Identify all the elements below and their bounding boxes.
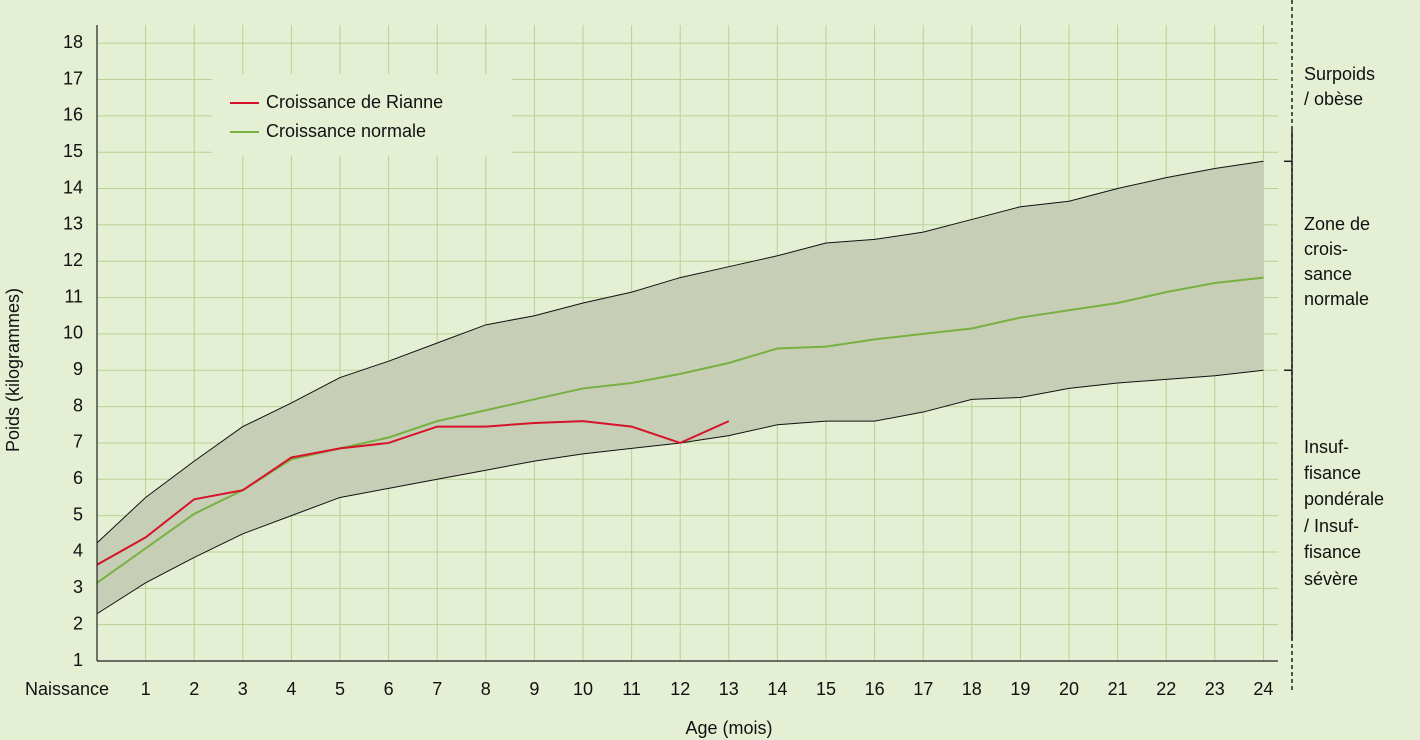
y-tick-label: 7 (73, 432, 83, 452)
x-tick-label: 5 (335, 679, 345, 699)
y-tick-label: 17 (63, 68, 83, 88)
y-tick-label: 10 (63, 323, 83, 343)
y-tick-label: 13 (63, 214, 83, 234)
x-tick-label: 3 (238, 679, 248, 699)
x-tick-label: 13 (719, 679, 739, 699)
legend-label: Croissance de Rianne (266, 92, 443, 112)
lines (96, 276, 1264, 584)
zone-label: Zone de (1304, 214, 1370, 234)
legend-box (212, 74, 512, 156)
y-tick-label: 6 (73, 468, 83, 488)
zone-label: sance (1304, 264, 1352, 284)
x-tick-label: 6 (384, 679, 394, 699)
y-tick-label: 3 (73, 577, 83, 597)
y-tick-label: 12 (63, 250, 83, 270)
x-tick-label: 20 (1059, 679, 1079, 699)
y-tick-label: 9 (73, 359, 83, 379)
zone-label: fisance (1304, 542, 1361, 562)
x-tick-label: 1 (141, 679, 151, 699)
x-tick-label: 22 (1156, 679, 1176, 699)
x-tick-label: 12 (670, 679, 690, 699)
zone-label: crois- (1304, 239, 1348, 259)
x-tick-label: 2 (189, 679, 199, 699)
y-tick-label: 11 (64, 286, 83, 306)
x-tick-label: 10 (573, 679, 593, 699)
y-tick-label: 2 (73, 613, 83, 633)
y-tick-label: 18 (63, 32, 83, 52)
zone-label: sévère (1304, 569, 1358, 589)
series-line (96, 276, 1264, 584)
y-tick-label: 5 (73, 504, 83, 524)
zones: Surpoids / obèse Zone de crois-sance normale… (1284, 0, 1384, 690)
x-tick-label: 9 (529, 679, 539, 699)
y-tick-label: 16 (63, 105, 83, 125)
zone-label: Insuf- (1304, 437, 1349, 457)
zone-label: / obèse (1304, 89, 1363, 109)
y-tick-label: 15 (63, 141, 83, 161)
x-tick-label: 7 (432, 679, 442, 699)
x-tick-label: 19 (1010, 679, 1030, 699)
x-tick-label: 4 (286, 679, 296, 699)
band-area (97, 161, 1264, 614)
zone-label: normale (1304, 289, 1369, 309)
x-axis-label: Age (mois) (685, 718, 772, 738)
y-tick-label: 1 (73, 650, 83, 670)
y-tick-label: 4 (73, 541, 83, 561)
x-tick-label: 11 (622, 679, 641, 699)
x-tick-label: 21 (1108, 679, 1128, 699)
y-axis-label: Poids (kilogrammes) (3, 288, 23, 452)
x-tick-label: 18 (962, 679, 982, 699)
zone-label: fisance (1304, 463, 1361, 483)
legend-label: Croissance normale (266, 121, 426, 141)
x-tick-label: 17 (913, 679, 933, 699)
zone-label: Surpoids (1304, 64, 1375, 84)
x-tick-label: 16 (865, 679, 885, 699)
band-upper (96, 160, 1264, 544)
x-tick-label: Naissance (25, 679, 109, 699)
legend: Croissance de Rianne Croissance normale (212, 74, 512, 156)
y-tick-label: 8 (73, 395, 83, 415)
x-tick-label: 23 (1205, 679, 1225, 699)
zone-label: pondérale (1304, 489, 1384, 509)
x-tick-label: 24 (1253, 679, 1273, 699)
y-tick-label: 14 (63, 177, 83, 197)
series-line (96, 420, 730, 566)
x-tick-label: 15 (816, 679, 836, 699)
x-tick-label: 8 (481, 679, 491, 699)
x-tick-label: 14 (767, 679, 787, 699)
zone-label: / Insuf- (1304, 516, 1359, 536)
